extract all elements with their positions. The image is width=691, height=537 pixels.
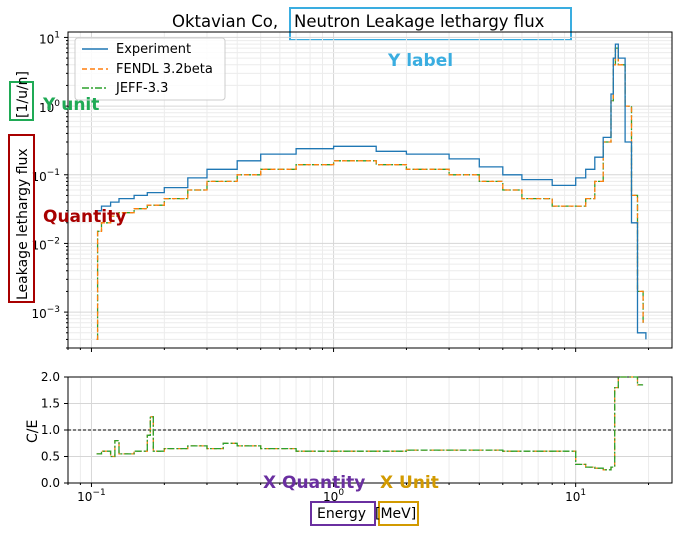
y-quantity-highlight-box bbox=[8, 134, 35, 303]
y-tick-label-bottom: 1.5 bbox=[41, 397, 60, 411]
y-tick-label-top: 10−2 bbox=[31, 236, 60, 252]
y-tick-label-top: 100 bbox=[39, 99, 60, 115]
x-tick-label: 10−1 bbox=[77, 488, 106, 504]
bottom-plot-grid bbox=[67, 376, 672, 484]
x-unit-highlight-box bbox=[378, 501, 419, 526]
y-axis-quantity: Leakage lethargy flux bbox=[15, 148, 31, 300]
x-axis-unit: [MeV] bbox=[375, 506, 416, 522]
y-tick-label-bottom: 2.0 bbox=[41, 370, 60, 384]
chart-title-main: Neutron Leakage lethargy flux bbox=[294, 12, 545, 31]
x-tick-label: 101 bbox=[565, 488, 586, 504]
title-highlight-box bbox=[289, 7, 572, 41]
annotation-x-unit: X Unit bbox=[380, 473, 439, 493]
legend-box bbox=[74, 37, 226, 101]
ratio-line-jeff-3-3 bbox=[96, 376, 644, 471]
y-tick-label-top: 10−1 bbox=[31, 168, 60, 184]
legend: Experiment FENDL 3.2beta JEFF-3.3 bbox=[74, 37, 226, 101]
x-tick-label: 100 bbox=[323, 488, 344, 504]
legend-label-fendl: FENDL 3.2beta bbox=[116, 62, 213, 77]
y-tick-label-top: 10−3 bbox=[31, 305, 60, 321]
y-tick-label-bottom: 0.5 bbox=[41, 450, 60, 464]
series-line-jeff-3-3 bbox=[96, 47, 644, 341]
legend-label-jeff: JEFF-3.3 bbox=[115, 81, 168, 96]
y-unit-highlight-box bbox=[9, 81, 34, 121]
annotation-y-label: Y label bbox=[387, 51, 453, 71]
y-tick-label-bottom: 1.0 bbox=[41, 423, 60, 437]
annotation-y-unit: Y unit bbox=[42, 95, 99, 115]
annotation-quantity: Quantity bbox=[43, 207, 126, 227]
ratio-line-fendl-3-2beta bbox=[96, 376, 644, 471]
chart-title-prefix: Oktavian Co, bbox=[172, 12, 278, 31]
ratio-y-axis-label: C/E bbox=[25, 420, 41, 443]
y-axis-unit: [1/u/n] bbox=[15, 71, 31, 118]
y-tick-label-bottom: 0.0 bbox=[41, 476, 60, 490]
x-axis-quantity: Energy bbox=[317, 506, 366, 522]
series-line-experiment bbox=[96, 43, 647, 340]
legend-label-experiment: Experiment bbox=[116, 42, 191, 57]
top-plot-grid bbox=[67, 32, 672, 349]
y-tick-label-top: 101 bbox=[39, 30, 60, 46]
annotation-x-quantity: X Quantity bbox=[263, 473, 365, 493]
top-plot-series bbox=[96, 43, 647, 341]
bottom-plot-series bbox=[96, 376, 644, 471]
x-quantity-highlight-box bbox=[310, 501, 376, 526]
axis-ticks: 10−1 100 101 10−3 10−2 10−1 100 101 0.0 0.5 1.0 1.5… bbox=[31, 30, 650, 504]
